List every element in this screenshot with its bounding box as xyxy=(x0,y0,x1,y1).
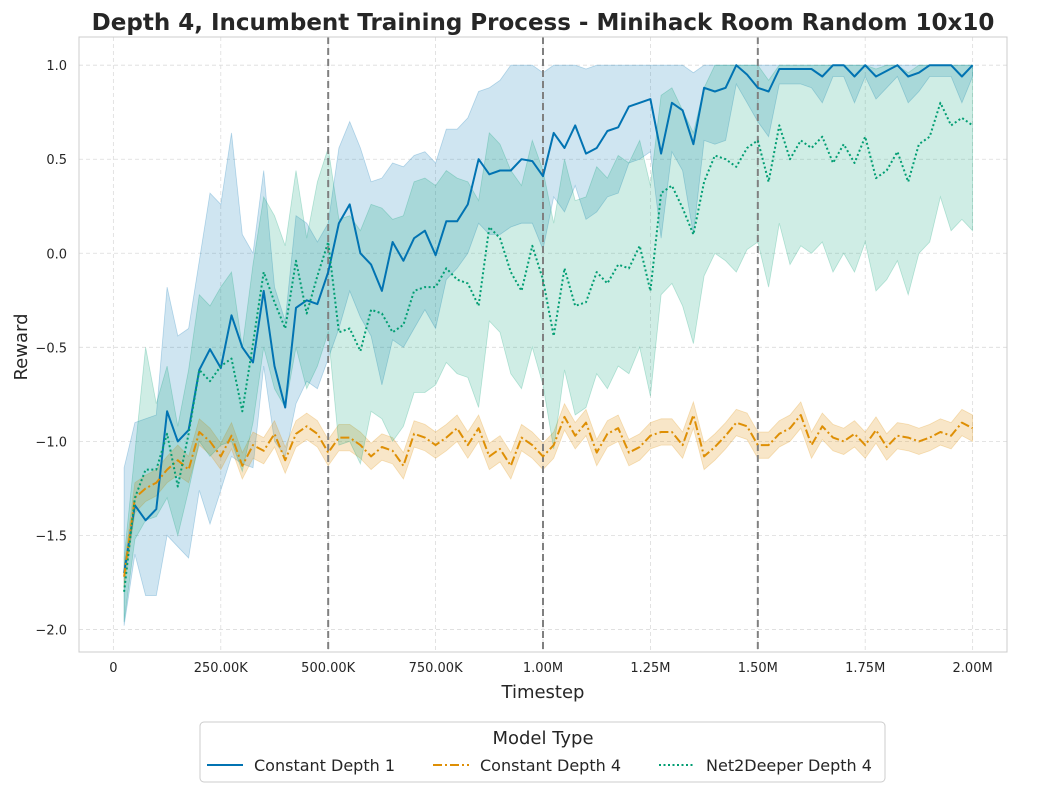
constant-depth-1-line xyxy=(123,64,974,574)
legend: Model Type Constant Depth 1 Constant Dept… xyxy=(199,721,886,783)
series-lines xyxy=(123,64,974,592)
x-tick-label: 250.00K xyxy=(194,661,248,676)
x-tick-labels: 0 250.00K 500.00K 750.00K 1.00M 1.25M 1.50M 1.7… xyxy=(109,661,992,676)
x-tick-label: 500.00K xyxy=(301,661,355,676)
legend-label-net2deeper-depth-4: Net2Deeper Depth 4 xyxy=(706,756,872,775)
x-tick-label: 0 xyxy=(109,661,117,676)
y-tick-labels: −2.0 −1.5 −1.0 −0.5 0.0 0.5 1.0 xyxy=(35,59,67,638)
constant-depth-4-band xyxy=(123,400,973,589)
net2deeper-depth-4-line xyxy=(123,101,974,592)
y-tick-label: 1.0 xyxy=(46,59,67,74)
y-tick-label: −0.5 xyxy=(35,341,67,356)
legend-box xyxy=(199,721,886,783)
y-tick-label: −1.0 xyxy=(35,435,67,450)
y-tick-label: −2.0 xyxy=(35,623,67,638)
x-tick-label: 1.25M xyxy=(630,661,670,676)
legend-title: Model Type xyxy=(492,728,593,749)
x-tick-label: 750.00K xyxy=(409,661,463,676)
y-tick-label: 0.0 xyxy=(46,247,67,262)
chart-title: Depth 4, Incumbent Training Process - Mi… xyxy=(92,10,995,36)
legend-label-constant-depth-1: Constant Depth 1 xyxy=(254,756,395,775)
constant-depth-4-line xyxy=(123,414,974,577)
x-tick-label: 1.75M xyxy=(845,661,885,676)
y-tick-label: −1.5 xyxy=(35,529,67,544)
x-tick-label: 1.00M xyxy=(523,661,563,676)
x-tick-label: 1.50M xyxy=(738,661,778,676)
y-axis-title: Reward xyxy=(11,313,32,380)
x-tick-label: 2.00M xyxy=(953,661,993,676)
y-tick-label: 0.5 xyxy=(46,153,67,168)
net2deeper-depth-4-band xyxy=(123,64,973,622)
x-axis-title: Timestep xyxy=(501,682,585,703)
confidence-bands xyxy=(123,64,973,626)
constant-depth-1-band xyxy=(123,64,973,626)
plot-frame xyxy=(78,36,1008,653)
stage-boundaries xyxy=(327,37,759,652)
legend-items: Constant Depth 1 Constant Depth 4 Net2Deep… xyxy=(207,756,872,775)
legend-label-constant-depth-4: Constant Depth 4 xyxy=(480,756,621,775)
